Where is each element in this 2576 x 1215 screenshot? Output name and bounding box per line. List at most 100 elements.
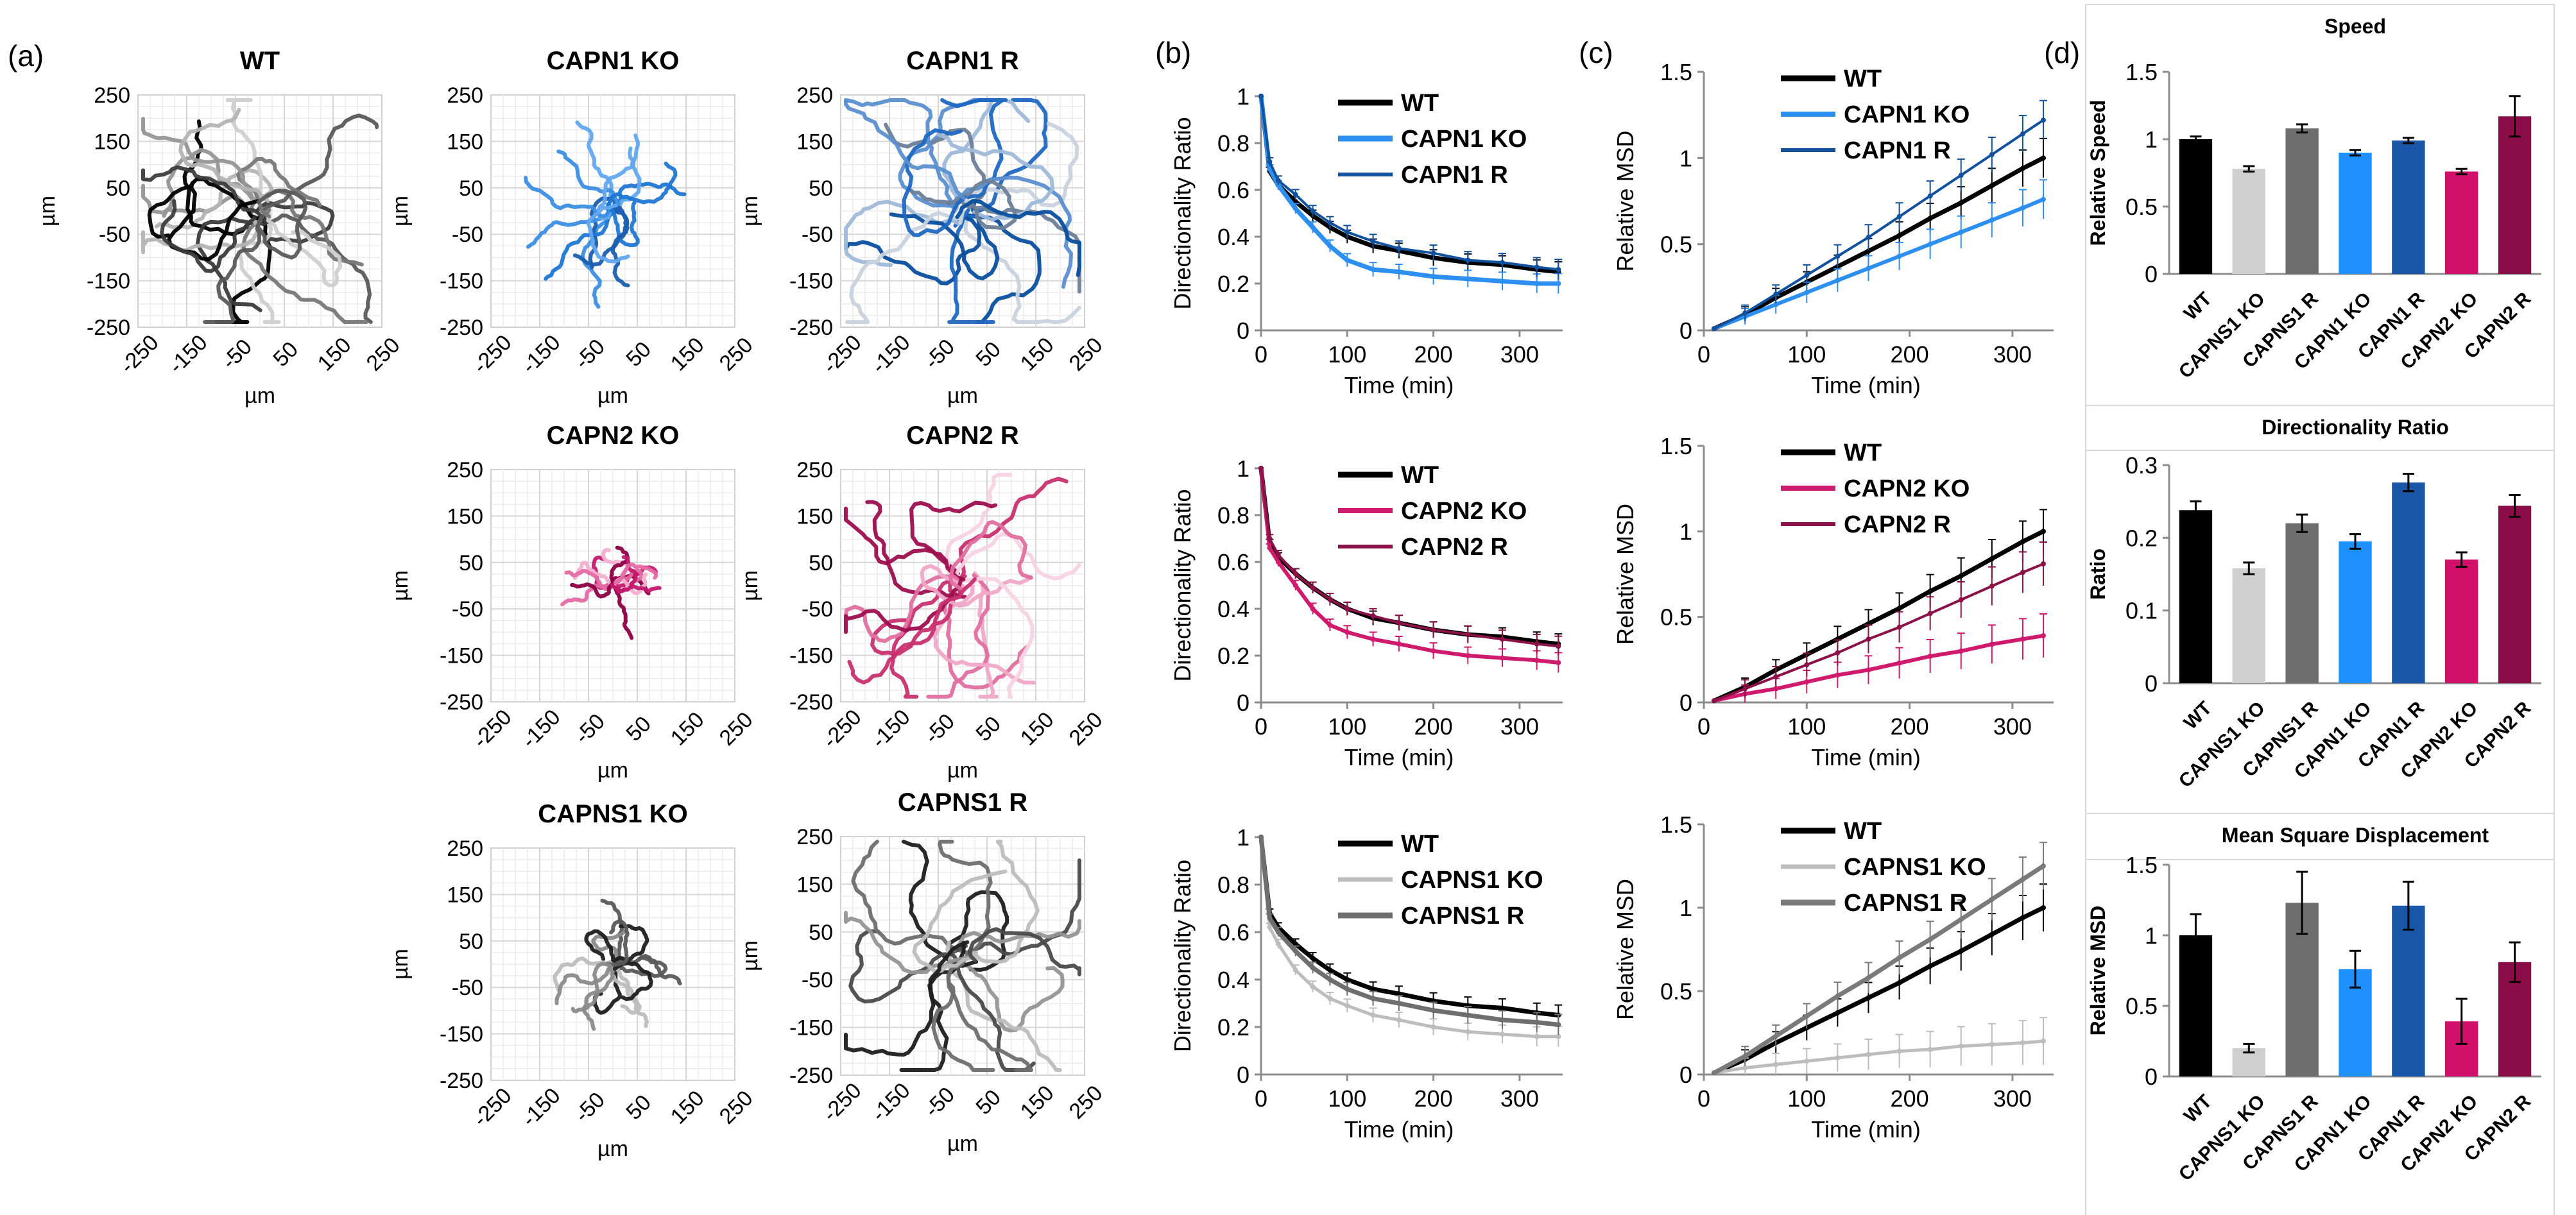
- data-point: [1866, 1051, 1871, 1057]
- data-point: [1430, 250, 1436, 256]
- y-tick-label: 0: [1237, 690, 1249, 716]
- y-tick-label: 1: [1237, 824, 1249, 851]
- x-tick-label: 250: [715, 333, 758, 376]
- trajectory-track: [963, 217, 1081, 324]
- y-tick-label: 50: [459, 176, 483, 201]
- data-point: [1804, 1058, 1810, 1064]
- x-tick-label: 200: [1414, 341, 1453, 368]
- data-point: [1835, 1010, 1841, 1015]
- data-point: [1556, 267, 1561, 273]
- trajectory-track: [584, 929, 621, 972]
- x-tick-label: 150: [666, 1086, 709, 1129]
- data-point: [1267, 536, 1273, 541]
- x-tick-label: 300: [1993, 1085, 2032, 1112]
- data-point: [1896, 624, 1902, 630]
- data-point: [1835, 650, 1841, 656]
- series-line: [1713, 156, 2045, 331]
- line-chart-dr-capn2: 0 0.2 0.4 0.6 0.8 1 0 100 200 300 Time (min) Direct…: [1169, 455, 1563, 770]
- x-tick-label: WT: [2180, 1091, 2216, 1126]
- x-tick-label: -150: [517, 330, 565, 378]
- trajectory-track: [902, 128, 967, 237]
- y-axis-label: µm: [738, 940, 762, 971]
- y-tick-label: 0.3: [2125, 452, 2158, 479]
- data-point: [1835, 993, 1841, 999]
- bar: [2285, 523, 2319, 683]
- x-tick-label: -150: [517, 705, 565, 753]
- x-tick-label: 250: [1065, 333, 1108, 376]
- data-point: [1534, 281, 1540, 286]
- trajectory-track: [572, 205, 630, 267]
- data-point: [1773, 291, 1779, 297]
- y-tick-label: 0.2: [1217, 1014, 1249, 1041]
- bar: [2445, 171, 2478, 274]
- data-point: [1267, 924, 1273, 930]
- trajectory-track: [936, 132, 1055, 222]
- data-point: [1835, 1055, 1841, 1060]
- data-point: [2020, 570, 2025, 575]
- x-tick-label: 50: [971, 1085, 1006, 1119]
- y-tick-label: -250: [440, 690, 483, 715]
- y-tick-label: -50: [802, 597, 833, 622]
- data-point: [1267, 915, 1273, 921]
- data-point: [2020, 539, 2025, 545]
- series-line: [1259, 468, 1559, 665]
- y-tick-label: 0: [2145, 1064, 2158, 1090]
- data-point: [1958, 173, 1964, 178]
- y-axis-label: Relative MSD: [1612, 504, 1638, 645]
- x-tick-label: 300: [1500, 1085, 1539, 1112]
- data-point: [1275, 559, 1281, 565]
- trajectory-track: [612, 572, 648, 595]
- trajectory-track: [845, 211, 963, 324]
- trajectory-track: [844, 200, 961, 268]
- x-axis-label: Time (min): [1811, 372, 1921, 398]
- data-point: [1396, 641, 1402, 647]
- data-point: [2040, 633, 2046, 638]
- trajectory-track: [160, 199, 257, 273]
- data-point: [2040, 529, 2046, 534]
- legend-label: WT: [1401, 462, 1439, 489]
- data-point: [2040, 863, 2046, 869]
- trajectory-track: [956, 477, 1069, 597]
- x-tick-label: 150: [1016, 708, 1059, 751]
- trajectory-track: [616, 956, 668, 978]
- x-tick-label: 50: [971, 337, 1006, 371]
- x-tick-label: 200: [1891, 713, 1929, 740]
- y-axis-label: Directionality Ratio: [1169, 117, 1196, 309]
- data-point: [1430, 274, 1436, 280]
- data-point: [1344, 229, 1350, 235]
- trajectory-track: [949, 175, 1073, 289]
- y-tick-label: 250: [447, 83, 483, 108]
- x-axis-label: µm: [947, 384, 978, 408]
- trajectory-track: [847, 577, 977, 684]
- data-point: [1896, 1048, 1902, 1054]
- y-tick-label: 1: [1679, 518, 1692, 545]
- data-point: [1989, 583, 1995, 589]
- chart-border: [2085, 405, 2555, 860]
- trajectory-track: [572, 561, 617, 589]
- x-tick-label: -150: [867, 1078, 915, 1126]
- chart-title: CAPNS1 R: [898, 788, 1027, 817]
- legend-label: WT: [1844, 818, 1882, 845]
- x-tick-label: 200: [1414, 1085, 1453, 1112]
- trajectory-track: [182, 119, 257, 237]
- data-point: [1310, 984, 1316, 990]
- data-point: [1327, 597, 1333, 602]
- data-point: [1310, 585, 1316, 591]
- y-tick-label: 250: [796, 825, 833, 849]
- y-axis-label: µm: [388, 570, 413, 601]
- x-tick-label: 100: [1787, 1085, 1826, 1112]
- data-point: [1556, 659, 1561, 665]
- y-tick-label: 150: [796, 504, 833, 529]
- y-tick-label: -50: [452, 223, 483, 247]
- trajectory-track: [544, 202, 611, 281]
- y-tick-label: 0.8: [1217, 130, 1249, 157]
- bar-chart-bar-msd: Mean Square Displacement 0 0.5 1 1.5 Relative…: [2085, 813, 2555, 1215]
- y-tick-label: 0.4: [1217, 967, 1249, 993]
- x-tick-label: 300: [1993, 713, 2032, 740]
- y-tick-label: -50: [452, 976, 483, 1000]
- data-point: [2020, 1040, 2025, 1046]
- data-point: [1804, 679, 1810, 684]
- y-tick-label: 0.2: [2125, 525, 2158, 551]
- trajectory-track: [926, 573, 990, 699]
